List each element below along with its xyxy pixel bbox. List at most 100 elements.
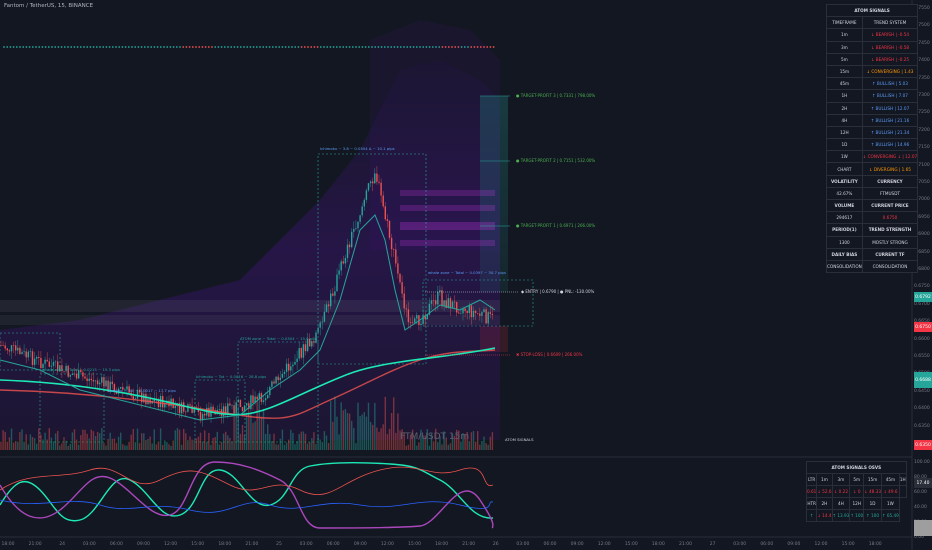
volume-bar xyxy=(359,416,361,450)
volume-bar xyxy=(426,429,428,450)
candle xyxy=(369,181,372,184)
signal-dot xyxy=(271,46,274,48)
volume-bar xyxy=(42,439,44,450)
volume-bar xyxy=(103,442,105,450)
signal-dot xyxy=(371,46,373,48)
candle xyxy=(460,313,462,314)
candle xyxy=(113,384,116,393)
candle xyxy=(185,411,187,413)
signal-dot xyxy=(367,46,370,48)
trend-header: TREND SYSTEM xyxy=(861,16,919,30)
volume-bar xyxy=(0,441,2,450)
volume-bar xyxy=(15,440,17,450)
candle xyxy=(269,386,271,396)
candle xyxy=(193,407,195,413)
candle xyxy=(36,356,38,359)
price-tag-1: 0.6792 xyxy=(914,292,932,302)
candle xyxy=(300,348,302,358)
candle xyxy=(4,345,6,349)
candle xyxy=(416,315,418,319)
signal-dot xyxy=(163,46,165,48)
signal-dot xyxy=(217,46,220,48)
volume-bar xyxy=(281,429,284,450)
volume-bar xyxy=(334,396,336,450)
osc-cell: 4H xyxy=(831,497,851,510)
volume-bar xyxy=(50,437,53,450)
candle xyxy=(411,322,414,324)
volume-bar xyxy=(472,431,475,450)
signal-dot xyxy=(393,46,396,48)
signal-dot xyxy=(233,46,236,48)
stat-value: 1300 xyxy=(826,235,863,249)
candle xyxy=(75,373,78,379)
signal-trend: ↓ CONVERGING | 1.43 xyxy=(861,64,919,79)
candle xyxy=(157,400,160,408)
candle xyxy=(71,373,74,376)
candle xyxy=(115,392,118,394)
signal-dot xyxy=(303,46,306,48)
signal-row: CHART ↓ DIVERGING | 1.65 xyxy=(826,162,919,176)
volume-bar xyxy=(376,427,378,450)
signal-timeframe: 4H xyxy=(826,113,863,127)
candle xyxy=(128,386,130,393)
price-tick: 0.6950 xyxy=(914,214,930,220)
candle xyxy=(54,361,57,363)
candle xyxy=(393,249,395,250)
volume-bar xyxy=(109,432,111,450)
volume-bar xyxy=(405,445,407,450)
candle xyxy=(88,378,90,381)
candle xyxy=(218,409,221,410)
signal-row: 2H ↑ BULLISH | 12.07 xyxy=(826,101,919,115)
volume-bar xyxy=(38,428,40,450)
volume-bar xyxy=(147,438,149,450)
volume-bar xyxy=(168,444,170,450)
candle xyxy=(134,398,137,400)
candle xyxy=(101,377,103,383)
volume-bar xyxy=(69,444,71,450)
candle xyxy=(317,327,319,333)
volume-bar xyxy=(447,444,449,450)
volume-bar xyxy=(332,421,334,450)
volume-bar xyxy=(428,445,431,450)
volume-bar xyxy=(445,437,447,450)
volume-bar xyxy=(46,439,48,450)
volume-bar xyxy=(443,431,445,450)
signal-timeframe: 2H xyxy=(826,101,863,115)
volume-bar xyxy=(166,442,168,450)
candle xyxy=(285,363,288,372)
signal-dot xyxy=(239,46,242,48)
signal-timeframe: 1m xyxy=(826,28,863,42)
volume-bar xyxy=(124,445,126,450)
candle xyxy=(346,244,349,258)
candle xyxy=(313,341,315,343)
osc-cell: 5m xyxy=(849,473,865,486)
candle xyxy=(397,263,399,274)
candle xyxy=(48,361,50,367)
volume-bar xyxy=(107,438,109,450)
signal-dot xyxy=(479,46,482,48)
signal-dot xyxy=(265,46,268,48)
price-tick: 0.7300 xyxy=(914,93,930,98)
candle xyxy=(479,313,481,316)
signal-dot xyxy=(143,46,146,48)
price-axis[interactable]: 0.7550 0.7500 0.7450 0.7400 0.7350 0.7300 0.72… xyxy=(912,0,932,550)
osc-cell: LTR xyxy=(805,473,818,486)
signal-dot xyxy=(191,46,194,48)
signal-dot xyxy=(22,46,25,48)
volume-bar xyxy=(355,443,357,450)
signal-dot xyxy=(47,46,50,48)
volume-bar xyxy=(367,402,370,450)
signal-dot xyxy=(431,46,434,48)
volume-bar xyxy=(357,402,359,450)
signal-dot xyxy=(243,46,245,48)
volume-bar xyxy=(351,420,353,450)
candle xyxy=(0,345,2,346)
volume-bar xyxy=(185,433,187,450)
volume-bar xyxy=(399,430,401,450)
signal-dot xyxy=(76,46,79,48)
price-tag-3: 0.6350 xyxy=(914,440,932,450)
signal-dot xyxy=(457,46,460,48)
ema-green-line xyxy=(0,347,496,416)
candle xyxy=(491,313,494,315)
